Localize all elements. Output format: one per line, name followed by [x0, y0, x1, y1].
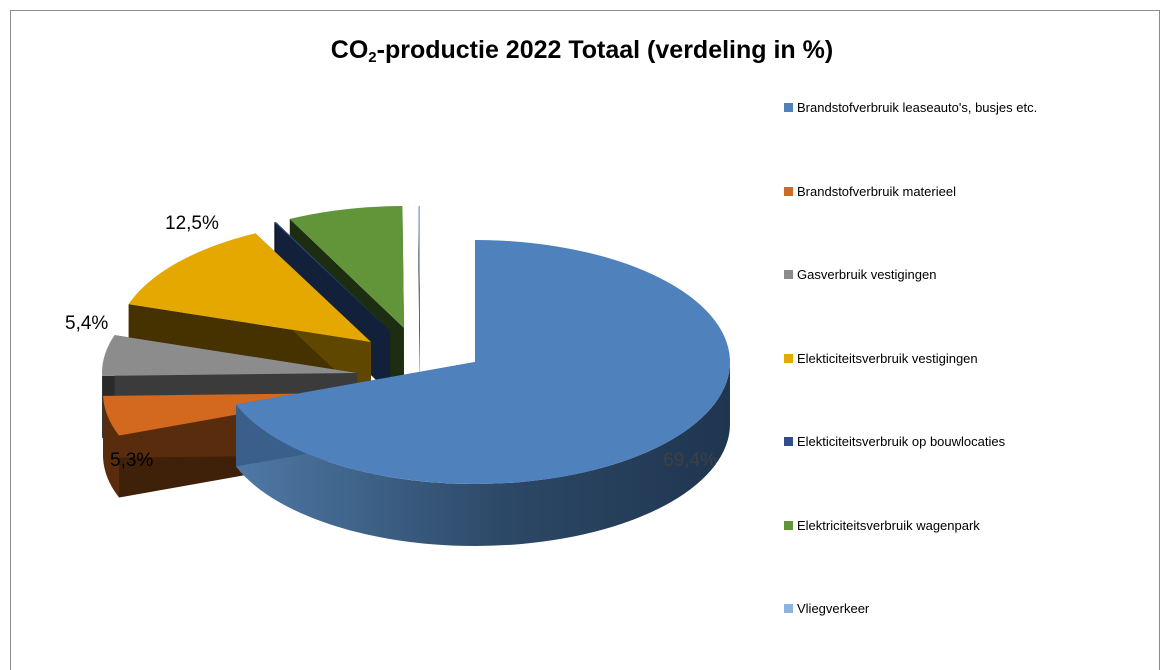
- legend-label: Vliegverkeer: [797, 601, 869, 616]
- legend-label: Elektriciteitsverbruik wagenpark: [797, 518, 980, 533]
- legend-label: Brandstofverbruik leaseauto's, busjes et…: [797, 100, 1037, 115]
- legend-label: Gasverbruik vestigingen: [797, 267, 936, 282]
- legend-swatch: [784, 187, 793, 196]
- legend-swatch: [784, 521, 793, 530]
- legend-item: Gasverbruik vestigingen: [784, 267, 936, 282]
- legend-item: Elektriciteitsverbruik wagenpark: [784, 518, 980, 533]
- data-label: 69,4%: [663, 450, 717, 471]
- legend-label: Elekticiteitsverbruik vestigingen: [797, 351, 978, 366]
- legend-item: Elekticiteitsverbruik vestigingen: [784, 351, 978, 366]
- legend-item: Brandstofverbruik materieel: [784, 184, 956, 199]
- legend-swatch: [784, 437, 793, 446]
- legend-label: Brandstofverbruik materieel: [797, 184, 956, 199]
- legend-item: Brandstofverbruik leaseauto's, busjes et…: [784, 100, 1037, 115]
- data-label: 5,4%: [65, 313, 108, 334]
- pie-slice: [418, 206, 420, 390]
- legend-swatch: [784, 604, 793, 613]
- legend-label: Elekticiteitsverbruik op bouwlocaties: [797, 434, 1005, 449]
- legend-swatch: [784, 103, 793, 112]
- legend-item: Elekticiteitsverbruik op bouwlocaties: [784, 434, 1005, 449]
- data-label: 5,3%: [110, 450, 153, 471]
- data-label: 12,5%: [165, 213, 219, 234]
- legend-item: Vliegverkeer: [784, 601, 869, 616]
- legend-swatch: [784, 354, 793, 363]
- legend-swatch: [784, 270, 793, 279]
